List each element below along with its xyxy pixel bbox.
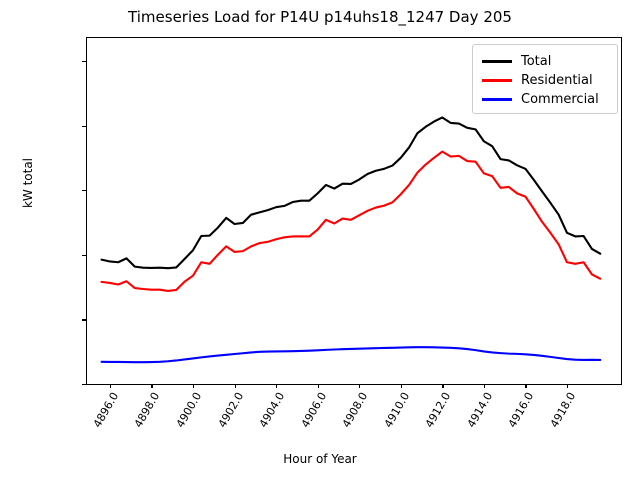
- x-tick-mark: [525, 384, 527, 388]
- x-tick-label: 4902.0: [215, 390, 246, 430]
- x-tick-mark: [442, 384, 444, 388]
- x-tick-label: 4904.0: [256, 390, 288, 430]
- x-tick-label: 4896.0: [90, 390, 122, 430]
- series-line-commercial: [100, 346, 602, 364]
- legend-line-total: [482, 60, 512, 63]
- series-canvas: [100, 116, 602, 364]
- x-tick-mark: [276, 384, 278, 388]
- legend-label-residential: Residential: [521, 73, 593, 88]
- legend-item-commercial: Commercial: [482, 90, 608, 109]
- x-tick-mark: [192, 384, 195, 388]
- x-tick-mark: [317, 384, 319, 388]
- series-line-residential: [100, 150, 602, 292]
- x-tick-label: 4910.0: [381, 390, 413, 430]
- y-axis-label: kW total: [21, 157, 35, 209]
- y-tick-mark: [82, 319, 86, 321]
- y-tick-mark: [82, 384, 86, 386]
- x-tick-mark: [566, 384, 569, 388]
- x-tick-label: 4912.0: [423, 390, 454, 430]
- x-tick-label: 4914.0: [464, 390, 496, 430]
- series-line-total: [100, 116, 602, 270]
- x-tick-mark: [151, 384, 153, 388]
- x-tick-mark: [483, 384, 486, 388]
- legend-label-commercial: Commercial: [521, 92, 599, 107]
- chart-title: Timeseries Load for P14U p14uhs18_1247 D…: [128, 8, 512, 26]
- x-tick-mark: [234, 384, 236, 388]
- legend-line-commercial: [482, 98, 512, 101]
- x-tick-label: 4916.0: [506, 390, 537, 430]
- y-tick-mark: [82, 254, 86, 257]
- legend-item-residential: Residential: [482, 71, 608, 90]
- x-tick-mark: [359, 384, 361, 388]
- y-tick-mark: [82, 190, 86, 192]
- legend-label-total: Total: [521, 54, 552, 69]
- x-tick-mark: [109, 384, 112, 388]
- x-axis-label: Hour of Year: [283, 452, 357, 466]
- chart-legend: Total Residential Commercial: [472, 44, 618, 114]
- legend-line-residential: [482, 79, 512, 82]
- x-tick-label: 4898.0: [132, 390, 163, 430]
- y-tick-mark: [82, 60, 86, 63]
- x-tick-label: 4906.0: [298, 390, 329, 430]
- x-tick-label: 4918.0: [547, 390, 579, 430]
- x-tick-mark: [400, 384, 403, 388]
- x-tick-label: 4908.0: [339, 390, 371, 430]
- x-tick-label: 4900.0: [173, 390, 205, 430]
- legend-item-total: Total: [482, 52, 608, 71]
- y-tick-mark: [82, 125, 86, 127]
